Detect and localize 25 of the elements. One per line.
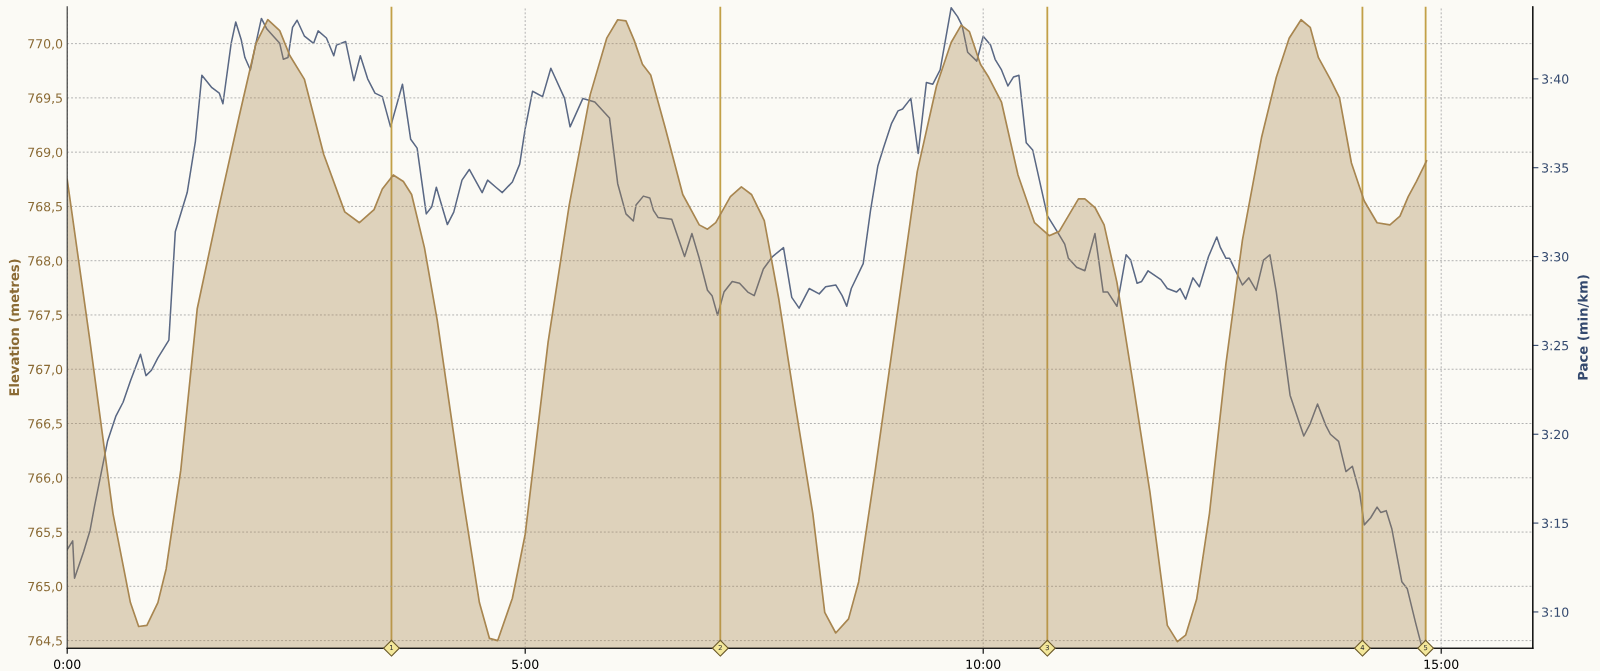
- y-tick-label: 767,0: [28, 364, 63, 376]
- x-tick-label: 0:00: [53, 659, 81, 669]
- y2-tick-label: 3:25: [1542, 340, 1569, 351]
- y-tick-label: 766,0: [28, 473, 63, 484]
- x-tick-label: 10:00: [966, 659, 1001, 669]
- y2-tick-label: 3:30: [1542, 252, 1569, 262]
- y-tick-label: 764,5: [28, 636, 62, 647]
- y-tick-label: 769,0: [28, 147, 63, 159]
- y-tick-label: 769,5: [28, 93, 62, 105]
- x-tick-label: 5:00: [512, 659, 539, 669]
- y-tick-label: 768,5: [28, 201, 62, 213]
- y2-tick-label: 3:15: [1542, 518, 1569, 529]
- y2-tick-label: 3:20: [1542, 429, 1569, 440]
- y2-tick-label: 3:10: [1542, 607, 1569, 617]
- y-tick-label: 765,5: [28, 527, 62, 539]
- y-tick-label: 770,0: [28, 39, 63, 50]
- y-tick-label: 766,5: [28, 418, 62, 430]
- y-tick-label: 765,0: [28, 581, 63, 593]
- x-tick-label: 15:00: [1424, 659, 1459, 669]
- y-axis-title: Elevation (metres): [8, 259, 21, 396]
- y-tick-label: 768,0: [28, 256, 63, 267]
- y2-tick-label: 3:40: [1542, 74, 1569, 84]
- y2-tick-label: 3:35: [1542, 163, 1569, 173]
- y-tick-label: 767,5: [28, 310, 62, 322]
- y2-axis-title: Pace (min/km): [1577, 275, 1590, 380]
